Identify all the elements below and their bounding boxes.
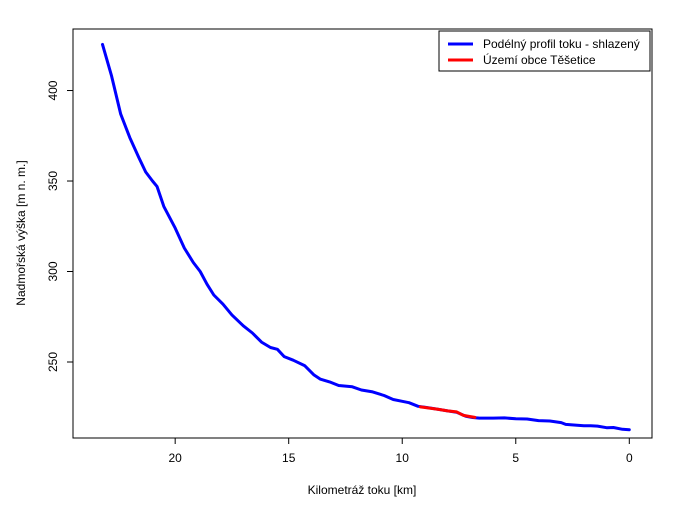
y-tick-label: 400 [46, 80, 60, 100]
x-tick-label: 10 [396, 451, 410, 465]
series-line-profile [101, 42, 631, 432]
legend-label-profile: Podélný profil toku - shlazený [483, 37, 640, 51]
x-tick-label: 20 [168, 451, 182, 465]
x-tick-label: 5 [512, 451, 519, 465]
plot-frame [72, 28, 653, 439]
x-axis: 20 15 10 5 0 [168, 438, 633, 465]
y-axis-title: Nadmořská výška [m n. m.] [14, 160, 28, 305]
series-line-municipality [418, 405, 477, 419]
y-axis: 250 300 350 400 [46, 80, 73, 372]
x-tick-label: 0 [626, 451, 633, 465]
series-layer [101, 42, 631, 432]
legend-label-municipality: Území obce Těšetice [483, 52, 596, 67]
x-axis-title: Kilometráž toku [km] [308, 483, 417, 497]
y-tick-label: 350 [46, 171, 60, 191]
y-tick-label: 250 [46, 352, 60, 372]
legend-box [438, 30, 651, 72]
y-tick-label: 300 [46, 261, 60, 281]
legend: Podélný profil toku - shlazený Území obc… [438, 30, 651, 72]
x-tick-label: 15 [282, 451, 296, 465]
